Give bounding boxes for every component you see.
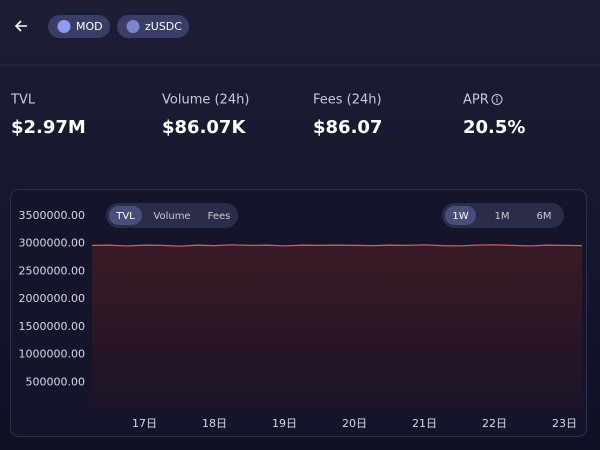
area-fill bbox=[92, 244, 582, 410]
stat-label: Fees (24h) bbox=[313, 93, 382, 108]
x-tick-label: 21日 bbox=[412, 417, 437, 430]
x-tick-label: 19日 bbox=[272, 417, 297, 430]
token-name: zUSDC bbox=[145, 20, 182, 33]
stat-label: Volume (24h) bbox=[162, 93, 249, 108]
stat-label: TVL bbox=[10, 93, 36, 108]
plot: 500000.00 1000000.00 1500000.00 2000000.00 2… bbox=[19, 209, 583, 430]
x-tick-label: 22日 bbox=[482, 417, 507, 430]
stat-label: APR bbox=[463, 93, 489, 108]
stat-value: $2.97M bbox=[11, 117, 86, 138]
stat: TVL $2.97M bbox=[10, 93, 86, 139]
chart-tab[interactable]: TVL bbox=[115, 211, 135, 222]
y-tick-label: 3500000.00 bbox=[19, 209, 85, 222]
y-tick-label: 3000000.00 bbox=[19, 237, 85, 250]
range-tab[interactable]: 6M bbox=[537, 211, 552, 222]
y-tick-label: 1500000.00 bbox=[19, 320, 85, 333]
stat-value: $86.07K bbox=[162, 117, 246, 138]
chart-tab[interactable]: Fees bbox=[208, 211, 231, 222]
range-tab-group: 1W 1M 6M bbox=[442, 203, 564, 228]
x-tick-label: 18日 bbox=[202, 417, 227, 430]
token-pill[interactable]: MOD bbox=[48, 15, 110, 38]
chart-tab-group: TVL Volume Fees bbox=[106, 203, 238, 228]
range-tab[interactable]: 1W bbox=[452, 211, 468, 222]
stat: Volume (24h) $86.07K bbox=[162, 93, 249, 139]
y-tick-label: 500000.00 bbox=[26, 375, 86, 388]
chart-tab[interactable]: Volume bbox=[153, 211, 190, 222]
x-tick-label: 17日 bbox=[132, 417, 157, 430]
stat-value: $86.07 bbox=[313, 117, 382, 138]
y-tick-label: 2000000.00 bbox=[19, 292, 85, 305]
line bbox=[91, 244, 583, 247]
info-icon[interactable] bbox=[491, 94, 503, 105]
range-tab[interactable]: 1M bbox=[495, 211, 510, 222]
token-pill[interactable]: zUSDC bbox=[117, 15, 189, 38]
stat-value: 20.5% bbox=[463, 117, 525, 138]
x-tick-label: 23日 bbox=[552, 417, 577, 430]
back-button[interactable] bbox=[14, 20, 27, 32]
stat: APR 20.5% bbox=[463, 93, 525, 139]
y-tick-label: 1000000.00 bbox=[19, 348, 85, 361]
y-tick-label: 2500000.00 bbox=[19, 264, 85, 277]
token-name: MOD bbox=[76, 20, 103, 33]
x-tick-label: 20日 bbox=[342, 417, 367, 430]
stat: Fees (24h) $86.07 bbox=[313, 93, 382, 139]
